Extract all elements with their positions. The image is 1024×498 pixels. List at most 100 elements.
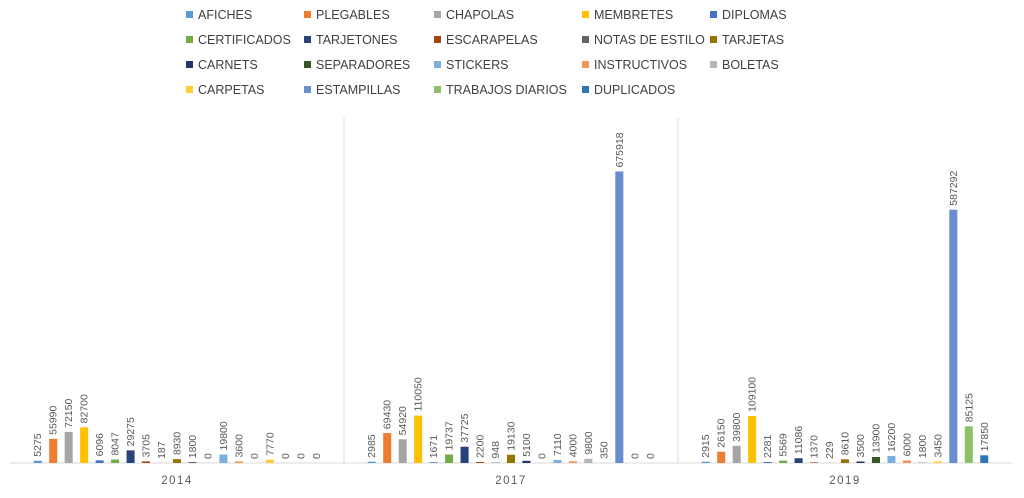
legend-swatch <box>186 36 193 43</box>
bar-instructivos-2014 <box>234 461 243 463</box>
data-label-boletas-2019: 1800 <box>917 435 929 459</box>
data-label-instructivos-2017: 4000 <box>567 434 579 458</box>
data-label-trabajos-diarios-2019: 85125 <box>963 393 975 422</box>
category-labels: 2014 2017 2019 <box>161 475 861 487</box>
bar-stickers-2014 <box>219 454 228 463</box>
legend-swatch <box>434 61 441 68</box>
legend-item-estampillas: ESTAMPILLAS <box>304 83 401 97</box>
data-label-carpetas-2017: 350 <box>598 441 610 459</box>
bar-chapolas-2019 <box>732 445 741 463</box>
legend-swatch <box>304 11 311 18</box>
legend-label: CHAPOLAS <box>446 8 514 22</box>
legend-item-trabajos-diarios: TRABAJOS DIARIOS <box>434 83 567 97</box>
legend-swatch <box>582 86 589 93</box>
bar-instructivos-2017 <box>568 461 577 463</box>
bar-afiches-2019 <box>701 461 710 463</box>
bar-diplomas-2014 <box>95 460 104 463</box>
bar-estampillas-2019 <box>949 209 958 463</box>
legend-label: ESTAMPILLAS <box>316 83 401 97</box>
legend-item-boletas: BOLETAS <box>710 58 779 72</box>
legend-label: TRABAJOS DIARIOS <box>446 83 567 97</box>
bar-stickers-2019 <box>887 456 896 463</box>
bar-diplomas-2019 <box>763 462 772 463</box>
data-label-certificados-2017: 19737 <box>444 421 456 450</box>
legend-swatch <box>434 11 441 18</box>
legend-item-instructivos: INSTRUCTIVOS <box>582 58 687 72</box>
legend-swatch <box>186 11 193 18</box>
legend-swatch <box>304 36 311 43</box>
legend: AFICHES PLEGABLES CHAPOLAS MEMBRETES DIPLOMA… <box>186 8 787 97</box>
data-label-notas-de-estilo-2014: 187 <box>156 441 168 459</box>
bar-tarjetas-2019 <box>840 459 850 463</box>
bar-chapolas-2017 <box>398 439 407 463</box>
bar-tarjetas-2014 <box>172 459 182 463</box>
data-label-instructivos-2019: 6000 <box>901 433 913 457</box>
data-label-notas-de-estilo-2017: 948 <box>490 441 502 459</box>
data-label-estampillas-2019: 587292 <box>948 171 960 206</box>
bar-tarjetones-2017 <box>460 446 469 463</box>
data-label-duplicados-2014: 0 <box>311 453 323 459</box>
data-label-plegables-2014: 55990 <box>48 405 60 434</box>
data-label-carnets-2017: 5100 <box>521 433 533 457</box>
legend-item-plegables: PLEGABLES <box>304 8 390 22</box>
data-label-carpetas-2019: 3450 <box>932 434 944 458</box>
legend-label: DIPLOMAS <box>722 8 787 22</box>
legend-swatch <box>304 61 311 68</box>
legend-swatch <box>710 36 717 43</box>
legend-item-certificados: CERTIFICADOS <box>186 33 291 47</box>
bar-afiches-2017 <box>367 461 376 463</box>
bar-tarjetones-2019 <box>794 458 803 463</box>
bar-separadores-2019 <box>871 457 880 463</box>
bar-carnets-2017 <box>522 460 531 463</box>
bar-stickers-2017 <box>553 459 562 463</box>
legend-swatch <box>304 86 311 93</box>
bar-plegables-2017 <box>383 433 392 463</box>
legend-label: TARJETAS <box>722 33 784 47</box>
data-label-membretes-2017: 110050 <box>413 377 425 411</box>
legend-label: MEMBRETES <box>594 8 673 22</box>
bar-carnets-2014 <box>188 462 197 463</box>
data-label-separadores-2017: 0 <box>536 453 548 459</box>
legend-item-stickers: STICKERS <box>434 58 509 72</box>
bar-escarapelas-2014 <box>142 461 151 463</box>
legend-label: SEPARADORES <box>316 58 410 72</box>
legend-swatch <box>582 11 589 18</box>
data-label-afiches-2017: 2985 <box>366 434 378 458</box>
data-label-duplicados-2019: 17850 <box>979 422 991 451</box>
category-label-2019: 2019 <box>829 475 861 487</box>
data-label-carnets-2014: 1800 <box>187 435 199 459</box>
data-label-separadores-2014: 0 <box>202 453 214 459</box>
legend-label: NOTAS DE ESTILO <box>594 33 705 47</box>
category-dividers <box>343 118 679 463</box>
legend-item-tarjetas: TARJETAS <box>710 33 784 47</box>
data-label-stickers-2017: 7110 <box>552 433 564 456</box>
legend-swatch <box>710 61 717 68</box>
bar-boletas-2017 <box>584 458 593 463</box>
legend-label: BOLETAS <box>722 58 779 72</box>
data-label-tarjetones-2019: 11086 <box>793 426 805 455</box>
legend-label: INSTRUCTIVOS <box>594 58 687 72</box>
legend-swatch <box>582 36 589 43</box>
legend-item-carnets: CARNETS <box>186 58 258 72</box>
legend-item-separadores: SEPARADORES <box>304 58 410 72</box>
bar-membretes-2019 <box>748 415 757 463</box>
legend-swatch <box>434 36 441 43</box>
data-label-trabajos-diarios-2014: 0 <box>295 453 307 459</box>
data-label-boletas-2017: 9800 <box>583 431 595 455</box>
data-label-tarjetas-2017: 19130 <box>506 421 518 450</box>
legend-item-notas-de-estilo: NOTAS DE ESTILO <box>582 33 705 47</box>
data-label-boletas-2014: 0 <box>249 453 261 459</box>
bar-duplicados-2019 <box>980 455 989 463</box>
data-label-duplicados-2017: 0 <box>645 453 657 459</box>
data-label-afiches-2019: 2915 <box>700 434 712 458</box>
bars <box>33 171 989 463</box>
data-label-plegables-2019: 26150 <box>716 418 728 447</box>
data-label-estampillas-2014: 0 <box>280 453 292 459</box>
data-label-estampillas-2017: 675918 <box>614 132 626 167</box>
legend-item-tarjetones: TARJETONES <box>304 33 398 47</box>
data-label-notas-de-estilo-2019: 229 <box>824 441 836 459</box>
bar-plegables-2014 <box>49 438 58 463</box>
legend-label: PLEGABLES <box>316 8 390 22</box>
